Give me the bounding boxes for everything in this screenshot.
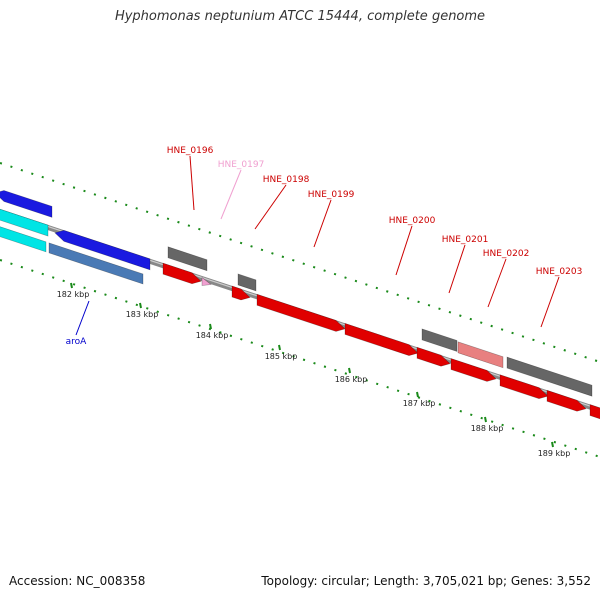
gene-feature[interactable] <box>416 346 451 367</box>
tick-label: 184 kbp <box>196 331 229 340</box>
gene-feature[interactable] <box>48 242 144 285</box>
gene-feature[interactable] <box>0 225 47 253</box>
label-leader-line <box>395 225 413 276</box>
label-leader-line <box>220 169 242 220</box>
gene-feature[interactable] <box>457 341 504 369</box>
tick-mark <box>416 391 419 398</box>
label-leader-line <box>540 276 560 328</box>
label-leader-line <box>313 199 332 248</box>
gene-label[interactable]: HNE_0196 <box>167 146 214 156</box>
gene-feature[interactable] <box>450 358 497 382</box>
tick-label: 183 kbp <box>126 310 159 319</box>
label-leader-line <box>75 300 90 336</box>
genome-summary-text: Topology: circular; Length: 3,705,021 bp… <box>261 574 591 588</box>
tick-mark <box>348 367 351 374</box>
gene-label[interactable]: HNE_0197 <box>218 160 265 170</box>
gene-label[interactable]: HNE_0200 <box>389 216 436 226</box>
tick-mark <box>139 302 142 309</box>
tick-mark <box>551 441 554 448</box>
gene-feature[interactable] <box>162 262 202 285</box>
gene-label[interactable]: HNE_0199 <box>308 190 355 200</box>
tick-label: 182 kbp <box>57 290 90 299</box>
tick-label: 189 kbp <box>538 449 571 458</box>
gene-label[interactable]: HNE_0198 <box>263 175 310 185</box>
label-leader-line <box>254 184 287 230</box>
gene-feature[interactable] <box>506 356 593 397</box>
gene-feature[interactable] <box>0 190 53 218</box>
tick-mark <box>484 416 487 423</box>
gene-feature[interactable] <box>589 404 600 421</box>
tick-label: 187 kbp <box>403 399 436 408</box>
gene-feature[interactable] <box>546 389 587 412</box>
gene-label[interactable]: HNE_0202 <box>483 249 530 259</box>
gene-feature[interactable] <box>0 208 49 237</box>
accession-text: Accession: NC_008358 <box>9 574 146 588</box>
gene-feature[interactable] <box>231 285 251 301</box>
label-leader-line <box>487 258 507 308</box>
gene-feature[interactable] <box>421 328 458 352</box>
gene-feature[interactable] <box>167 246 208 272</box>
tick-label: 185 kbp <box>265 352 298 361</box>
gene-feature[interactable] <box>54 230 151 271</box>
gene-feature[interactable] <box>256 293 346 332</box>
gene-label[interactable]: HNE_0201 <box>442 235 489 245</box>
tick-label: 186 kbp <box>335 375 368 384</box>
gene-feature[interactable] <box>499 374 549 399</box>
gene-label[interactable]: aroA <box>66 337 88 347</box>
tick-mark <box>278 344 281 351</box>
gene-feature[interactable] <box>201 276 212 286</box>
label-leader-line <box>189 155 195 211</box>
gene-feature[interactable] <box>237 273 257 292</box>
label-leader-line <box>448 244 466 294</box>
map-title: Hyphomonas neptunium ATCC 15444, complet… <box>114 9 486 24</box>
tick-mark <box>70 282 73 289</box>
gene-feature[interactable] <box>344 322 419 356</box>
gene-label[interactable]: HNE_0203 <box>536 267 583 277</box>
tick-mark <box>209 323 212 330</box>
tick-label: 188 kbp <box>471 424 504 433</box>
